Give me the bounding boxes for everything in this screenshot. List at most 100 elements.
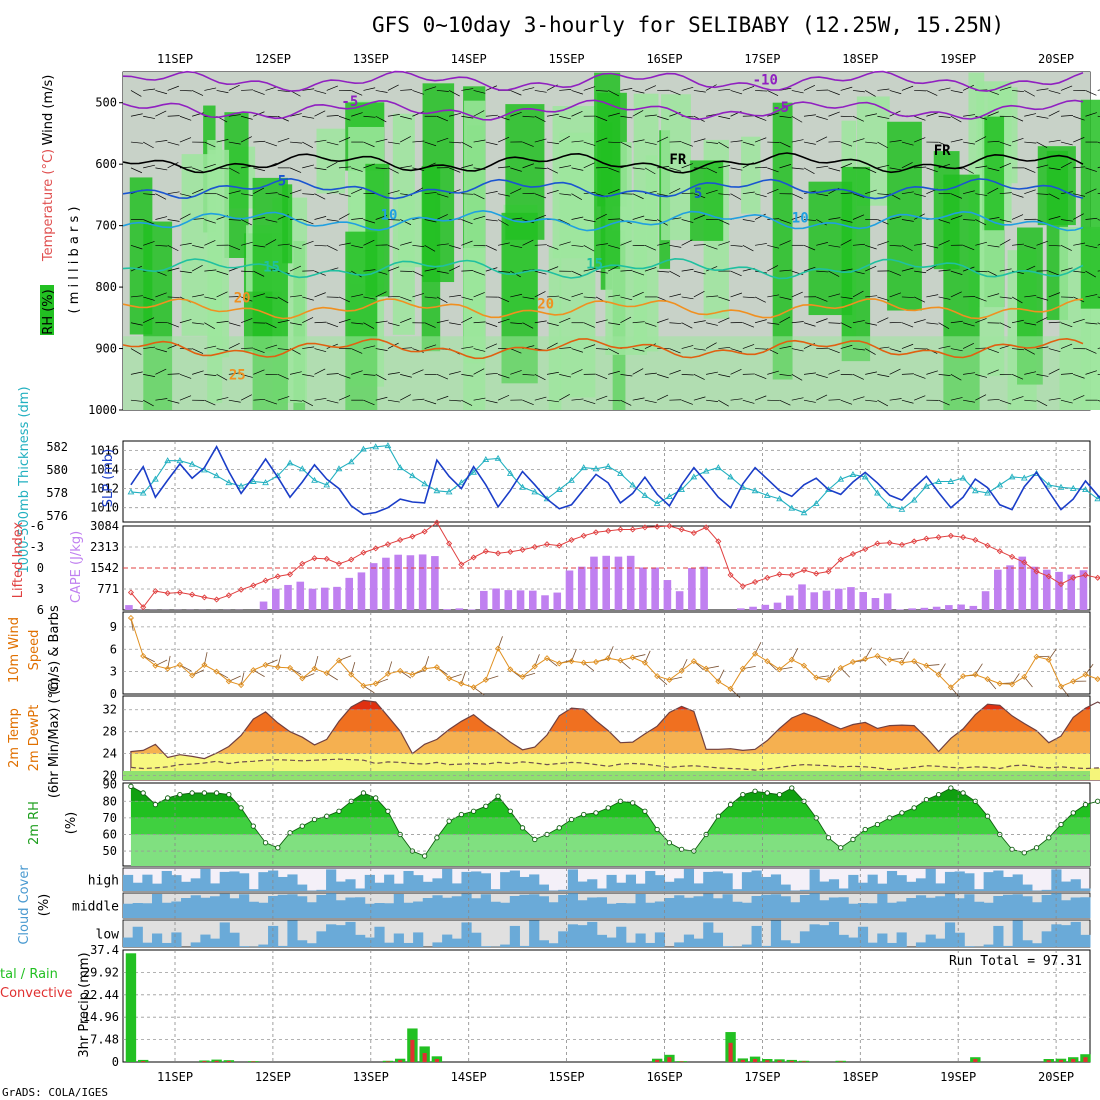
rh2m-point	[642, 808, 648, 814]
wind-speed-point	[813, 674, 820, 681]
cloud-bar	[132, 903, 143, 918]
wind-speed-point	[984, 676, 991, 683]
cloud-bar	[819, 925, 830, 947]
cloud-bar	[364, 874, 375, 891]
pressure-tick-label: 700	[95, 219, 117, 233]
upper-wind-barb	[571, 111, 583, 117]
cloud-bar	[683, 934, 695, 947]
rh2m-point	[923, 796, 930, 803]
upper-wind-barb	[216, 90, 229, 94]
upper-wind-barb	[767, 265, 779, 272]
upper-wind-barb	[987, 187, 999, 194]
cloud-bar	[403, 870, 414, 891]
wind-speed-point	[837, 664, 844, 671]
lifted-index-point	[519, 546, 526, 553]
upper-wind-barb	[179, 193, 192, 197]
upper-wind-barb	[852, 290, 864, 298]
upper-wind-barb	[852, 214, 865, 220]
upper-wind-barb	[143, 296, 155, 301]
upper-wind-barb	[314, 110, 326, 117]
thickness-point	[1020, 474, 1028, 481]
upper-wind-barb	[657, 318, 669, 324]
lifted-index-point	[323, 555, 330, 562]
cloud-bar	[944, 922, 956, 947]
cloud-bar	[577, 925, 588, 947]
cape-bar	[590, 556, 598, 610]
upper-wind-barb	[644, 322, 657, 327]
upper-wind-barb	[1048, 193, 1060, 200]
rh2m-point	[140, 790, 146, 796]
upper-wind-barb	[1048, 292, 1061, 298]
top-date-label: 18SEP	[842, 52, 878, 66]
bottom-date-label: 13SEP	[353, 1070, 389, 1084]
cape-bar	[822, 590, 831, 610]
upper-wind-barb	[742, 141, 755, 146]
lifted-index-point	[898, 541, 905, 548]
upper-wind-barb	[265, 192, 278, 195]
upper-wind-barb	[803, 114, 816, 117]
upper-wind-barb	[963, 399, 975, 403]
precip-convective-bar	[385, 1061, 391, 1062]
upper-wind-barb	[1048, 397, 1061, 401]
upper-wind-barb	[130, 113, 143, 117]
cloud-bar	[732, 901, 743, 918]
upper-wind-barb	[950, 270, 963, 275]
lifted-index-point	[213, 596, 220, 603]
cape-bar	[663, 580, 672, 610]
cloud-bar	[355, 888, 366, 891]
upper-wind-barb	[497, 318, 510, 324]
upper-wind-barb	[191, 264, 203, 272]
upper-wind-barb	[1073, 193, 1086, 197]
lifted-index-point	[690, 529, 697, 537]
upper-wind-barb	[534, 396, 547, 401]
upper-wind-barb	[253, 244, 266, 248]
upper-wind-barb	[901, 244, 913, 252]
upper-wind-barb	[608, 322, 621, 325]
upper-wind-barb	[706, 399, 719, 402]
upper-wind-barb	[314, 348, 327, 352]
upper-wind-barb	[583, 268, 596, 272]
upper-wind-barb	[1073, 137, 1085, 143]
upper-wind-barb	[999, 141, 1012, 147]
cape-bar	[345, 577, 354, 610]
rh2m-point	[128, 783, 134, 789]
wind-speed-point	[825, 676, 832, 683]
upper-wind-barb	[461, 374, 474, 377]
cloud-bar	[306, 943, 317, 947]
upper-wind-barb	[204, 141, 216, 148]
cloud-bar	[239, 873, 250, 891]
thickness-point	[898, 505, 906, 512]
cloud-bar	[480, 946, 491, 947]
cloud-bar	[364, 937, 375, 947]
cloud-bar	[1060, 900, 1072, 918]
cloud-bar	[210, 896, 221, 918]
cloud-bar	[326, 924, 337, 947]
upper-wind-barb	[1024, 189, 1036, 195]
cloud-bar	[519, 876, 530, 891]
rh2m-point	[960, 790, 966, 796]
upper-wind-barb	[485, 399, 498, 404]
upper-wind-barb	[963, 219, 976, 221]
thickness-point	[702, 467, 710, 474]
upper-wind-barb	[755, 243, 767, 246]
cape-bar	[614, 556, 623, 610]
wind-speed-point	[1021, 673, 1028, 680]
upper-wind-barb	[277, 374, 289, 380]
upper-wind-barb	[889, 216, 902, 220]
lifted-index-point	[482, 548, 489, 555]
upper-wind-barb	[840, 239, 852, 246]
upper-wind-barb	[767, 322, 780, 325]
upper-wind-barb	[718, 317, 730, 324]
upper-wind-barb	[681, 86, 694, 91]
cloud-bar	[896, 875, 907, 891]
upper-wind-barb	[718, 346, 731, 349]
upper-wind-barb	[277, 396, 290, 401]
cloud-bar	[364, 903, 375, 918]
upper-wind-barb	[938, 345, 951, 349]
upper-wind-barb	[289, 189, 302, 195]
upper-wind-barb	[669, 270, 681, 278]
precip-convective-bar	[728, 1042, 733, 1062]
cloud-bar	[944, 893, 956, 918]
thickness-point	[592, 465, 600, 472]
cloud-bar	[190, 895, 201, 918]
